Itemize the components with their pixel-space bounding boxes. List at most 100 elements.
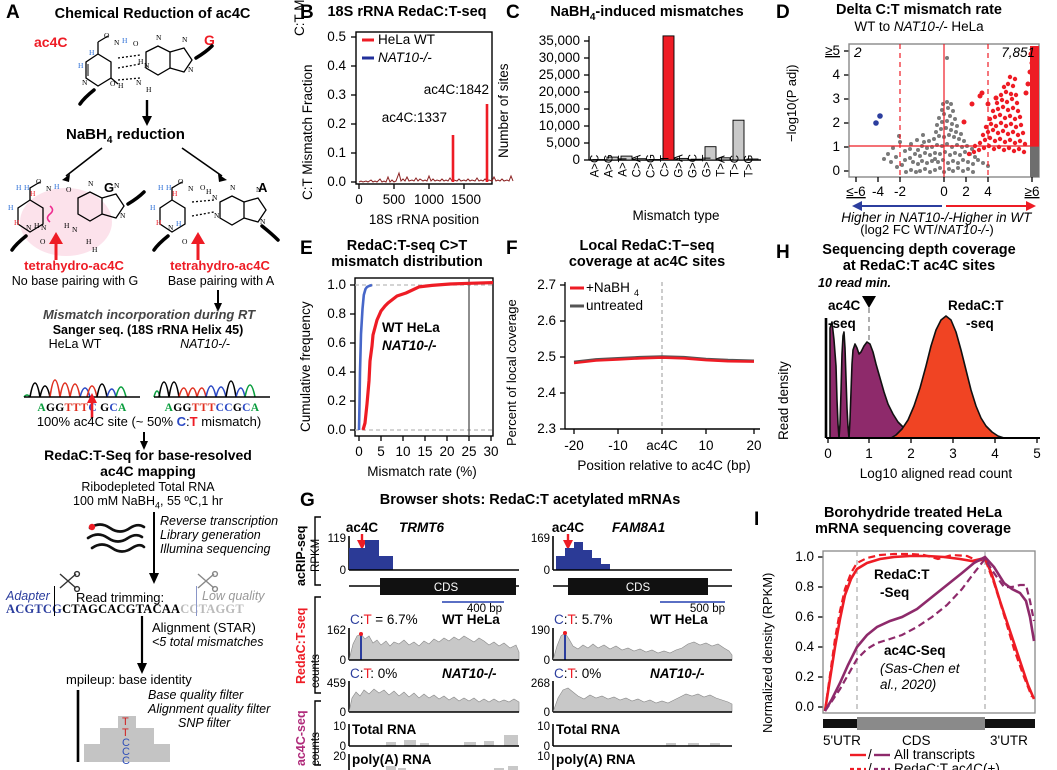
panel-c-xlabel: Mismatch type bbox=[632, 208, 719, 223]
panel-h-xlabel: Log10 aligned read count bbox=[860, 466, 1013, 481]
panel-b-letter: B bbox=[300, 2, 314, 23]
label-g-2: G bbox=[104, 180, 115, 195]
panel-i-label-cite-2: al., 2020) bbox=[880, 677, 936, 692]
tetrahydro-ac4c-a-structure: O N H H H H H N H O O H N N N N N bbox=[150, 177, 280, 252]
panel-a-letter: A bbox=[6, 2, 20, 23]
panel-g-rowlabel-acrip: acRIP-seq bbox=[294, 525, 308, 586]
svg-text:H: H bbox=[150, 203, 156, 212]
trmt6-wt-mismatch: C:T = 6.7% bbox=[350, 612, 418, 627]
panel-h-title-2: at RedaC:T ac4C sites bbox=[842, 258, 996, 274]
svg-text:2.3: 2.3 bbox=[537, 421, 556, 436]
svg-text:3: 3 bbox=[832, 91, 840, 106]
panel-f-chart: 2.7 2.6 2.5 2.4 2.3 +NaBH 4 untreated -20 -1… bbox=[537, 277, 761, 473]
svg-text:O: O bbox=[200, 183, 206, 192]
lowquality-label: Low quality bbox=[202, 589, 265, 603]
svg-text:0.8: 0.8 bbox=[795, 579, 814, 594]
svg-text:H: H bbox=[24, 183, 30, 192]
panel-a: A Chemical Reduction of ac4C ac4C G O N … bbox=[0, 0, 295, 770]
sanger-trace-ko bbox=[153, 380, 270, 398]
step-library-generation: Library generation bbox=[160, 528, 261, 542]
svg-text:G>C: G>C bbox=[688, 154, 700, 178]
svg-text:H: H bbox=[138, 57, 144, 66]
panel-c: C NaBH4-induced mismatches Number of sit… bbox=[496, 0, 770, 235]
trmt6-cds-label: CDS bbox=[434, 582, 459, 594]
fam8a1-total-label: Total RNA bbox=[556, 722, 620, 737]
panel-e-letter: E bbox=[300, 238, 313, 259]
svg-text:N: N bbox=[182, 35, 188, 44]
panel-i-label-purple: ac4C-Seq bbox=[884, 643, 946, 658]
trmt6-ko-min: 0 bbox=[340, 707, 346, 719]
panel-d-chart: ≥5 4 3 2 1 0 bbox=[825, 43, 1040, 225]
arrow-down-3 bbox=[140, 432, 148, 450]
pct-ac4c-site-line: 100% ac4C site (~ 50% C:T mismatch) bbox=[36, 414, 262, 429]
panel-f-letter: F bbox=[506, 238, 518, 259]
svg-text:H: H bbox=[206, 187, 212, 196]
fam8a1-total-min: 0 bbox=[544, 741, 550, 753]
panel-g: G Browser shots: RedaC:T acetylated mRNA… bbox=[294, 488, 746, 770]
sanger-ac4c-arrow bbox=[87, 393, 97, 418]
panel-i-region-5utr: 5'UTR bbox=[823, 733, 861, 748]
fam8a1-acrip-min: 0 bbox=[544, 565, 550, 577]
svg-text:15: 15 bbox=[417, 444, 432, 459]
panel-e-title-2: mismatch distribution bbox=[331, 254, 483, 270]
svg-text:1: 1 bbox=[832, 139, 840, 154]
panel-b-legend-1: NAT10-/- bbox=[378, 50, 432, 65]
svg-text:H: H bbox=[158, 183, 164, 192]
sanger-seq-wt: AGGTTTC GCA bbox=[37, 402, 127, 414]
svg-text:T>A: T>A bbox=[716, 155, 728, 177]
read-sequence: ACGTCGCTAGCACGTACAACCTAGGT bbox=[6, 602, 244, 616]
svg-text:H: H bbox=[92, 245, 98, 254]
panel-e-series-red: WT HeLa bbox=[382, 320, 440, 335]
svg-text:0.4: 0.4 bbox=[327, 58, 346, 73]
trmt6-polya-label: poly(A) RNA bbox=[352, 752, 432, 767]
panel-i: I Borohydride treated HeLa mRNA sequenci… bbox=[748, 495, 1057, 770]
svg-text:1000: 1000 bbox=[414, 192, 444, 207]
svg-text:10,000: 10,000 bbox=[539, 118, 580, 133]
svg-text:N: N bbox=[72, 225, 78, 234]
svg-text:T: T bbox=[122, 727, 129, 739]
svg-text:4: 4 bbox=[984, 184, 992, 199]
mismatch-cutoff-label: <5 total mismatches bbox=[152, 635, 264, 649]
panel-g-rowlabel-ac4c: ac4C-seq bbox=[294, 710, 308, 766]
svg-text:0.0: 0.0 bbox=[327, 174, 346, 189]
panel-c-ylabel: Number of sites bbox=[496, 63, 511, 158]
bracket-redac bbox=[314, 596, 321, 694]
panel-i-title-2: mRNA sequencing coverage bbox=[814, 521, 1012, 537]
filter-alignment-quality: Alignment quality filter bbox=[148, 702, 271, 716]
panel-d-count-right: 7,851 bbox=[1001, 45, 1035, 60]
scissors-icon-right bbox=[197, 570, 219, 593]
svg-text:0.4: 0.4 bbox=[327, 364, 346, 379]
panel-b: B 18S rRNA RedaC:T-seq C:T Mismatch Frac… bbox=[292, 0, 514, 235]
svg-text:H: H bbox=[54, 182, 60, 191]
fam8a1-ko-min: 0 bbox=[544, 707, 550, 719]
svg-text:N: N bbox=[120, 211, 126, 220]
label-a: A bbox=[258, 180, 268, 195]
panel-d-title-1: Delta C:T mismatch rate bbox=[836, 2, 1002, 18]
svg-text:H: H bbox=[172, 189, 178, 198]
svg-text:25,000: 25,000 bbox=[539, 67, 580, 82]
svg-text:0: 0 bbox=[355, 444, 363, 459]
svg-text:0: 0 bbox=[572, 152, 580, 167]
svg-text:2.6: 2.6 bbox=[537, 313, 556, 328]
svg-text:1: 1 bbox=[865, 446, 873, 461]
svg-text:N: N bbox=[26, 223, 32, 232]
panel-a-title: Chemical Reduction of ac4C bbox=[54, 6, 251, 22]
svg-text:H: H bbox=[89, 48, 95, 57]
ribodepleted-label: Ribodepleted Total RNA bbox=[81, 480, 215, 494]
panel-f-legend-0: +NaBH bbox=[586, 280, 630, 295]
panel-f-legend-0-sub: 4 bbox=[634, 288, 639, 298]
svg-text:N: N bbox=[214, 211, 220, 220]
svg-text:H: H bbox=[14, 218, 20, 227]
svg-text:30,000: 30,000 bbox=[539, 50, 580, 65]
adapter-label: Adapter bbox=[6, 589, 50, 603]
redac-title-1: RedaC:T-Seq for base-resolved bbox=[44, 447, 252, 463]
svg-text:O: O bbox=[133, 39, 139, 48]
panel-i-region-3utr: 3'UTR bbox=[990, 733, 1028, 748]
arrow-down-1 bbox=[142, 100, 152, 126]
trmt6-wt-min: 0 bbox=[340, 655, 346, 667]
svg-text:1500: 1500 bbox=[451, 192, 481, 207]
svg-text:O: O bbox=[66, 185, 72, 194]
svg-text:H: H bbox=[30, 189, 36, 198]
svg-text:2.4: 2.4 bbox=[537, 385, 556, 400]
svg-text:20: 20 bbox=[439, 444, 454, 459]
